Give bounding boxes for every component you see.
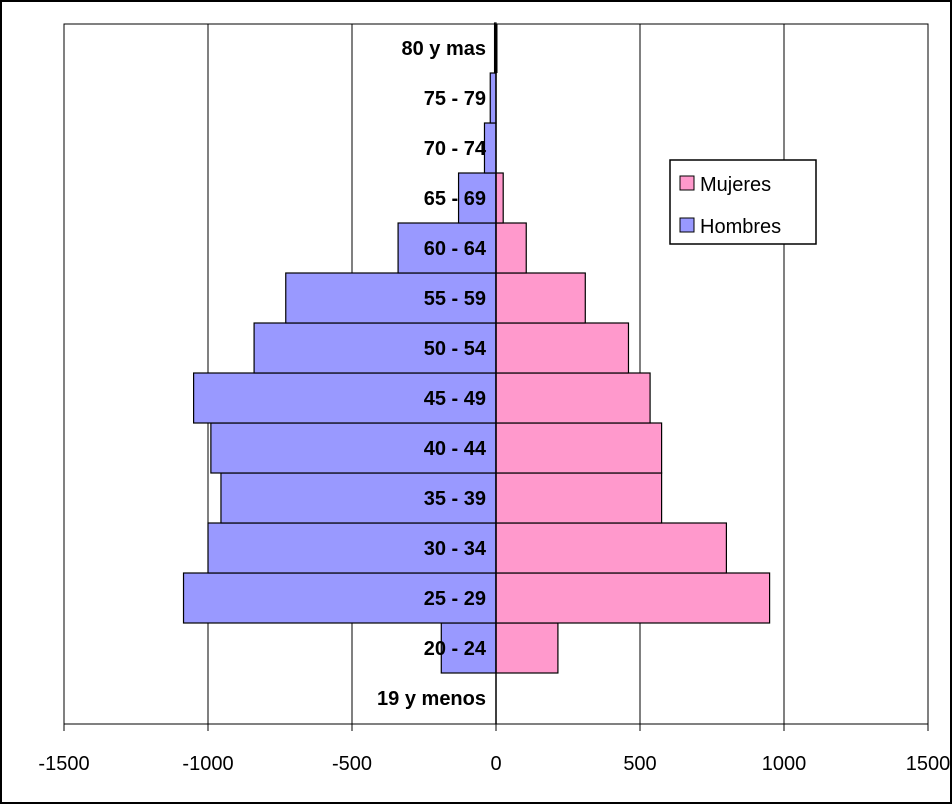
bar-mujeres-9: [495, 222, 527, 274]
x-tick-label: 1500: [906, 753, 951, 775]
category-label: 50 - 54: [424, 338, 487, 360]
x-tick-label: -1000: [182, 753, 233, 775]
x-tick-label: -500: [332, 753, 372, 775]
bar-hombres-12: [489, 72, 497, 124]
bar-hombres-6: [193, 372, 497, 424]
bar-mujeres-2: [495, 572, 771, 624]
bar-hombres-8: [285, 272, 497, 324]
category-label: 55 - 59: [424, 288, 486, 310]
legend-swatch-hombres: [679, 217, 695, 233]
category-label: 65 - 69: [424, 188, 486, 210]
x-tick-label: -1500: [38, 753, 89, 775]
bar-mujeres-1: [495, 622, 559, 674]
legend-label-hombres: Hombres: [700, 216, 781, 238]
category-label: 25 - 29: [424, 588, 486, 610]
bar-hombres-10: [457, 172, 497, 224]
legend-label-mujeres: Mujeres: [700, 174, 771, 196]
bar-hombres-7: [253, 322, 497, 374]
bar-hombres-9: [397, 222, 497, 274]
category-label: 45 - 49: [424, 388, 486, 410]
bar-mujeres-10: [495, 172, 504, 224]
x-tick-label: 1000: [762, 753, 807, 775]
bar-mujeres-3: [495, 522, 727, 574]
category-label: 75 - 79: [424, 88, 486, 110]
category-label: 30 - 34: [424, 538, 487, 560]
legend: Mujeres Hombres: [669, 159, 817, 245]
category-label: 80 y mas: [401, 38, 486, 60]
category-label: 40 - 44: [424, 438, 487, 460]
x-tick-label: 0: [490, 753, 501, 775]
bar-mujeres-8: [495, 272, 586, 324]
bar-mujeres-5: [495, 422, 663, 474]
category-label: 20 - 24: [424, 638, 487, 660]
bar-hombres-11: [483, 122, 497, 174]
bar-mujeres-7: [495, 322, 630, 374]
x-tick-label: 500: [623, 753, 656, 775]
category-label: 35 - 39: [424, 488, 486, 510]
bar-mujeres-4: [495, 472, 663, 524]
bar-mujeres-6: [495, 372, 651, 424]
legend-swatch-mujeres: [679, 175, 695, 191]
bar-hombres-4: [220, 472, 497, 524]
category-label: 60 - 64: [424, 238, 487, 260]
category-label: 19 y menos: [377, 688, 486, 710]
category-label: 70 - 74: [424, 138, 487, 160]
bar-hombres-5: [210, 422, 497, 474]
